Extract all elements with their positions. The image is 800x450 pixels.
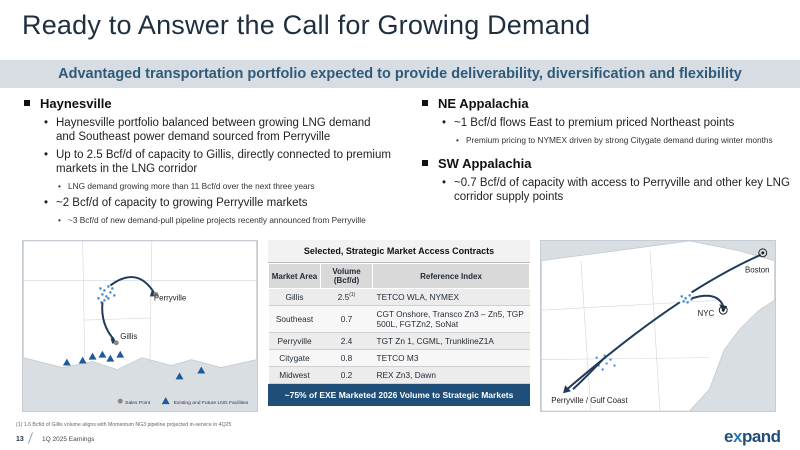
haynesville-subbullet: ~3 Bcf/d of new demand-pull pipeline pro… bbox=[22, 214, 392, 226]
cell-volume: 2.5(1) bbox=[320, 288, 373, 306]
header-volume: Volume (Bcf/d) bbox=[320, 263, 373, 289]
boston-label: Boston bbox=[745, 266, 770, 275]
subtitle-banner: Advantaged transportation portfolio expe… bbox=[0, 60, 800, 88]
cell-volume: 0.8 bbox=[320, 349, 373, 367]
cell-area: Southeast bbox=[268, 305, 321, 333]
appalachia-map: Boston NYC Perryville / Gulf Coast bbox=[540, 240, 776, 412]
table-row: Midwest 0.2 REX Zn3, Dawn bbox=[268, 366, 530, 384]
header-market-area: Market Area bbox=[268, 263, 321, 289]
gillis-label: Gillis bbox=[120, 332, 137, 341]
haynesville-map: Perryville Gillis Sales Point Existing a… bbox=[22, 240, 258, 412]
table-footer: ~75% of EXE Marketed 2026 Volume to Stra… bbox=[268, 384, 530, 406]
appalachia-map-graphic: Boston NYC Perryville / Gulf Coast bbox=[541, 241, 775, 411]
cell-index: TETCO WLA, NYMEX bbox=[372, 288, 530, 306]
table-row: Citygate 0.8 TETCO M3 bbox=[268, 349, 530, 367]
cell-volume: 2.4 bbox=[320, 332, 373, 350]
cell-index: CGT Onshore, Transco Zn3 – Zn5, TGP 500L… bbox=[372, 305, 530, 333]
cell-area: Perryville bbox=[268, 332, 321, 350]
cell-volume: 0.2 bbox=[320, 366, 373, 384]
banner-text: Advantaged transportation portfolio expe… bbox=[58, 66, 742, 82]
legend-sales-label: Sales Point bbox=[125, 400, 151, 406]
footnote: (1) 1.6 Bcf/d of Gillis volume aligns wi… bbox=[16, 422, 232, 428]
haynesville-section: Haynesville Haynesville portfolio balanc… bbox=[22, 96, 392, 230]
cell-area: Gillis bbox=[268, 288, 321, 306]
page-number: 13 bbox=[16, 436, 24, 443]
table-title: Selected, Strategic Market Access Contra… bbox=[268, 240, 530, 263]
table-row: Perryville 2.4 TGT Zn 1, CGML, Trunkline… bbox=[268, 332, 530, 350]
haynesville-map-graphic: Perryville Gillis Sales Point Existing a… bbox=[23, 241, 257, 406]
table-row: Gillis 2.5(1) TETCO WLA, NYMEX bbox=[268, 288, 530, 306]
haynesville-heading: Haynesville bbox=[22, 96, 392, 111]
perryville-label: Perryville bbox=[154, 293, 187, 302]
ne-appalachia-subbullet: Premium pricing to NYMEX driven by stron… bbox=[420, 134, 790, 146]
haynesville-subbullet: LNG demand growing more than 11 Bcf/d ov… bbox=[22, 180, 392, 192]
table-row: Southeast 0.7 CGT Onshore, Transco Zn3 –… bbox=[268, 305, 530, 333]
page-title: Ready to Answer the Call for Growing Dem… bbox=[22, 10, 591, 40]
cell-index: TETCO M3 bbox=[372, 349, 530, 367]
cell-volume: 0.7 bbox=[320, 305, 373, 333]
haynesville-bullet: Haynesville portfolio balanced between g… bbox=[22, 116, 392, 144]
cell-area: Citygate bbox=[268, 349, 321, 367]
sw-appalachia-heading: SW Appalachia bbox=[420, 156, 790, 171]
cell-index: REX Zn3, Dawn bbox=[372, 366, 530, 384]
cell-area: Midwest bbox=[268, 366, 321, 384]
cell-index: TGT Zn 1, CGML, TrunklineZ1A bbox=[372, 332, 530, 350]
footer-divider bbox=[27, 432, 34, 444]
haynesville-bullet: ~2 Bcf/d of capacity to growing Perryvil… bbox=[22, 196, 392, 210]
ne-appalachia-bullet: ~1 Bcf/d flows East to premium priced No… bbox=[420, 116, 790, 130]
header-reference-index: Reference Index bbox=[372, 263, 530, 289]
footer-earnings-label: 1Q 2025 Earnings bbox=[42, 436, 95, 443]
haynesville-bullet: Up to 2.5 Bcf/d of capacity to Gillis, d… bbox=[22, 148, 392, 176]
ne-appalachia-heading: NE Appalachia bbox=[420, 96, 790, 111]
expand-logo: expand bbox=[724, 427, 781, 446]
legend-facilities-label: Existing and Future LNG Facilities bbox=[174, 400, 249, 406]
appalachia-section: NE Appalachia ~1 Bcf/d flows East to pre… bbox=[420, 96, 790, 208]
nyc-label: NYC bbox=[698, 309, 715, 318]
perryville-gulf-label: Perryville / Gulf Coast bbox=[551, 396, 628, 405]
contracts-table: Selected, Strategic Market Access Contra… bbox=[268, 240, 530, 406]
sw-appalachia-bullet: ~0.7 Bcf/d of capacity with access to Pe… bbox=[420, 176, 790, 204]
